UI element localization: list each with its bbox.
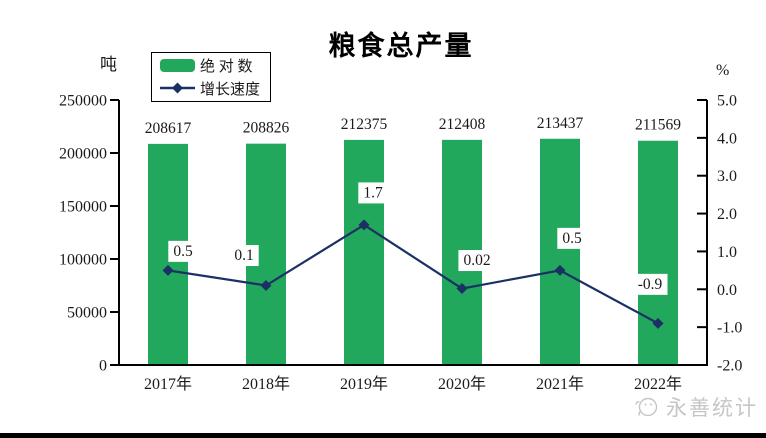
bar-2019年 <box>344 139 384 364</box>
right-tick-label: -2.0 <box>717 358 742 375</box>
legend: 绝 对 数 增长速度 <box>151 52 271 102</box>
watermark-text: 永善统计 <box>666 396 758 420</box>
right-tick-label: -1.0 <box>717 320 742 337</box>
line-marker <box>162 264 174 276</box>
growth-line <box>167 223 659 325</box>
line-value-label: 0.1 <box>234 247 253 264</box>
right-tick-label: 3.0 <box>717 168 737 185</box>
x-tick-label: 2022年 <box>634 375 682 393</box>
line-value-label-box <box>358 182 388 204</box>
right-tick-label: 1.0 <box>717 244 737 261</box>
bar-2021年 <box>540 138 580 364</box>
bar-series-swatch <box>160 59 195 73</box>
line-value-label: 0.5 <box>562 230 582 247</box>
line-value-label: 0.02 <box>463 252 490 269</box>
left-tick-label: 0 <box>99 358 107 375</box>
right-axis-unit-label: % <box>716 62 730 79</box>
legend-label-absolute: 绝 对 数 <box>200 59 253 76</box>
bar-value-label: 208617 <box>145 120 192 137</box>
line-marker <box>554 264 566 276</box>
bar-value-label: 213437 <box>537 115 584 132</box>
bar-value-label: 208826 <box>243 120 290 137</box>
line-value-label: 1.7 <box>363 184 383 201</box>
line-value-label: 0.5 <box>173 243 193 260</box>
x-tick-label: 2017年 <box>144 375 192 393</box>
line-marker <box>260 280 272 291</box>
line-value-label-box <box>458 250 496 272</box>
watermark-logo-icon <box>635 397 658 417</box>
right-tick-label: 2.0 <box>717 206 737 223</box>
bar-value-label: 212408 <box>439 116 486 133</box>
right-tick-label: 4.0 <box>717 130 737 147</box>
line-value-label-box <box>632 273 668 295</box>
x-tick-label: 2018年 <box>242 375 290 393</box>
legend-item-growth: 增长速度 <box>160 78 270 98</box>
x-tick-label: 2019年 <box>340 375 388 393</box>
chart-title: 粮食总产量 <box>328 31 474 61</box>
bottom-divider <box>0 433 766 438</box>
line-marker <box>652 317 664 329</box>
left-axis-unit-label: 吨 <box>100 55 117 74</box>
watermark: 永善统计 <box>632 392 758 422</box>
left-tick-label: 250000 <box>59 93 107 110</box>
legend-label-growth: 增长速度 <box>200 81 261 98</box>
x-tick-label: 2020年 <box>438 375 486 393</box>
line-marker <box>456 283 468 295</box>
right-tick-label: 0.0 <box>717 282 737 299</box>
left-tick-label: 200000 <box>59 146 107 163</box>
line-value-label-box <box>557 227 587 249</box>
bar-value-label: 212375 <box>341 116 388 133</box>
line-marker <box>358 219 370 231</box>
right-tick-label: 5.0 <box>717 93 737 110</box>
line-value-label-box <box>229 245 259 266</box>
x-tick-label: 2021年 <box>536 375 584 393</box>
bar-2022年 <box>638 140 678 364</box>
left-tick-label: 150000 <box>59 199 107 216</box>
line-series-swatch <box>160 82 195 94</box>
legend-item-absolute: 绝 对 数 <box>160 56 270 76</box>
line-value-label-box <box>168 240 198 262</box>
left-tick-label: 100000 <box>59 252 107 269</box>
bar-value-label: 211569 <box>635 117 681 134</box>
left-tick-label: 50000 <box>67 305 107 322</box>
line-value-label: -0.9 <box>638 276 663 293</box>
